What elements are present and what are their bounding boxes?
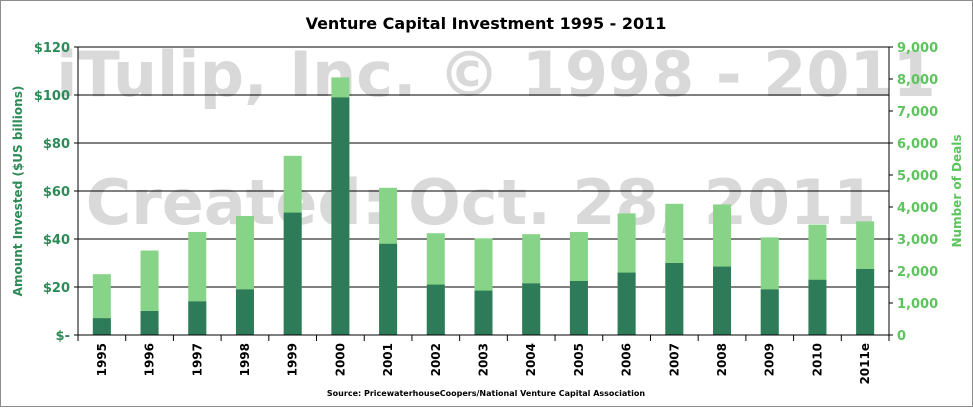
y-axis-label: Amount Invested ($US billions) xyxy=(11,86,25,297)
left-tick-label: $60 xyxy=(43,185,70,200)
x-tick-label: 2001 xyxy=(381,343,395,376)
amount-bar xyxy=(617,272,636,335)
watermark-line-2: Created: Oct. 28, 2011 xyxy=(86,166,877,239)
left-tick-label: $100 xyxy=(34,89,70,104)
right-tick-label: 9,000 xyxy=(897,41,938,56)
x-tick-label: 2008 xyxy=(715,343,729,376)
left-tick-label: $40 xyxy=(43,233,70,248)
bars xyxy=(92,77,875,336)
amount-bar xyxy=(522,283,541,335)
amount-bar xyxy=(379,243,398,335)
amount-bar xyxy=(713,266,732,335)
x-tick-label: 2005 xyxy=(572,343,586,376)
x-tick-label: 2000 xyxy=(333,343,347,376)
left-tick-label: $80 xyxy=(43,137,70,152)
left-tick-label: $120 xyxy=(34,41,70,56)
x-tick-label: 2009 xyxy=(763,343,777,376)
x-tick-label: 2004 xyxy=(524,343,538,376)
amount-bar xyxy=(188,301,207,335)
amount-bar xyxy=(426,284,445,335)
right-tick-label: 3,000 xyxy=(897,233,938,248)
watermark: iTulip, Inc. © 1998 - 2011 Created: Oct.… xyxy=(56,38,936,239)
amount-bar xyxy=(760,289,779,335)
right-tick-label: 6,000 xyxy=(897,137,938,152)
left-tick-label: $- xyxy=(56,329,70,344)
x-tick-label: 2010 xyxy=(810,343,824,376)
amount-bar xyxy=(283,212,302,335)
source-note: Source: PricewaterhouseCoopers/National … xyxy=(327,389,645,398)
right-tick-label: 2,000 xyxy=(897,265,938,280)
watermark-line-1: iTulip, Inc. © 1998 - 2011 xyxy=(56,38,936,111)
right-tick-label: 4,000 xyxy=(897,201,938,216)
chart-title: Venture Capital Investment 1995 - 2011 xyxy=(306,14,667,33)
x-tick-label: 1997 xyxy=(190,343,204,376)
amount-bar xyxy=(569,281,588,335)
axes xyxy=(74,46,893,341)
amount-bar xyxy=(92,318,111,335)
amount-bar xyxy=(140,311,159,335)
amount-bar xyxy=(808,279,827,335)
x-tick-label: 1998 xyxy=(238,343,252,376)
right-tick-label: 1,000 xyxy=(897,297,938,312)
grid-lines xyxy=(78,46,889,288)
left-tick-label: $20 xyxy=(43,281,70,296)
amount-bar xyxy=(235,289,254,335)
x-tick-label: 2007 xyxy=(667,343,681,376)
y2-axis-label: Number of Deals xyxy=(950,134,964,247)
amount-bar xyxy=(474,290,493,335)
right-tick-label: 8,000 xyxy=(897,73,938,88)
amount-bar xyxy=(331,97,350,336)
amount-bar xyxy=(665,263,684,335)
x-tick-label: 1999 xyxy=(286,343,300,376)
x-tick-label: 1995 xyxy=(95,343,109,376)
right-axis-tick-labels: 0 1,000 2,000 3,000 4,000 5,000 6,000 7,000 8,00… xyxy=(897,41,938,344)
x-axis-tick-labels: 1995 1996 1997 1998 1999 2000 2001 2002 2003 2004… xyxy=(95,343,872,385)
x-tick-label: 2003 xyxy=(477,343,491,376)
x-tick-label: 2002 xyxy=(429,343,443,376)
x-tick-label: 2006 xyxy=(620,343,634,376)
right-tick-label: 5,000 xyxy=(897,169,938,184)
right-tick-label: 0 xyxy=(897,329,906,344)
amount-bar xyxy=(856,269,875,335)
right-tick-label: 7,000 xyxy=(897,105,938,120)
x-tick-label: 2011e xyxy=(858,343,872,385)
x-tick-label: 1996 xyxy=(143,343,157,376)
left-axis-tick-labels: $- $20 $40 $60 $80 $100 $120 xyxy=(34,41,70,344)
